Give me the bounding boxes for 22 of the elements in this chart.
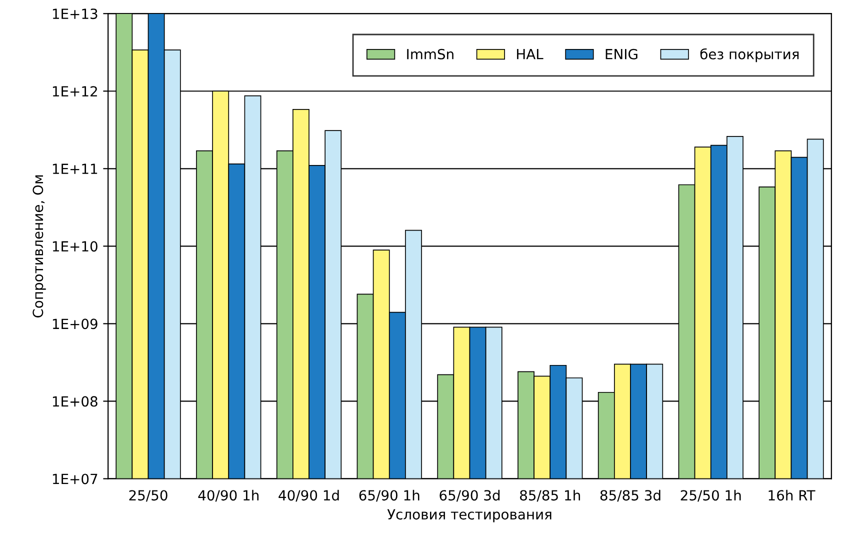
x-tick-label: 85/85 3d (600, 490, 660, 502)
y-axis-title: Сопротивление, Ом (32, 175, 46, 318)
x-tick-label: 65/90 3d (440, 490, 500, 502)
y-tick-label: 1E+10 (52, 241, 98, 252)
x-tick-label: 25/50 1h (680, 490, 741, 502)
x-tick-label: 25/50 (129, 490, 168, 502)
y-tick-label: 1E+09 (52, 318, 98, 330)
y-tick-label: 1E+12 (52, 86, 97, 96)
y-tick-label: 1E+11 (52, 164, 98, 174)
y-tick-label: 1E+08 (52, 396, 98, 407)
legend-label: без покрытия (700, 48, 799, 62)
legend-label: HAL (517, 49, 544, 60)
x-tick-label: 65/90 1h (359, 490, 420, 502)
x-tick-label: 16h RT (768, 490, 816, 501)
y-tick-label: 1E+13 (52, 8, 98, 20)
x-tick-label: 40/90 1h (198, 490, 258, 502)
legend-label: ImmSn (407, 48, 454, 60)
x-tick-label: 40/90 1d (278, 490, 339, 502)
x-tick-label: 85/85 1h (520, 490, 580, 502)
y-tick-label: 1E+07 (52, 474, 98, 484)
legend-label: ENIG (606, 48, 638, 60)
x-axis-title: Условия тестирования (387, 509, 552, 522)
